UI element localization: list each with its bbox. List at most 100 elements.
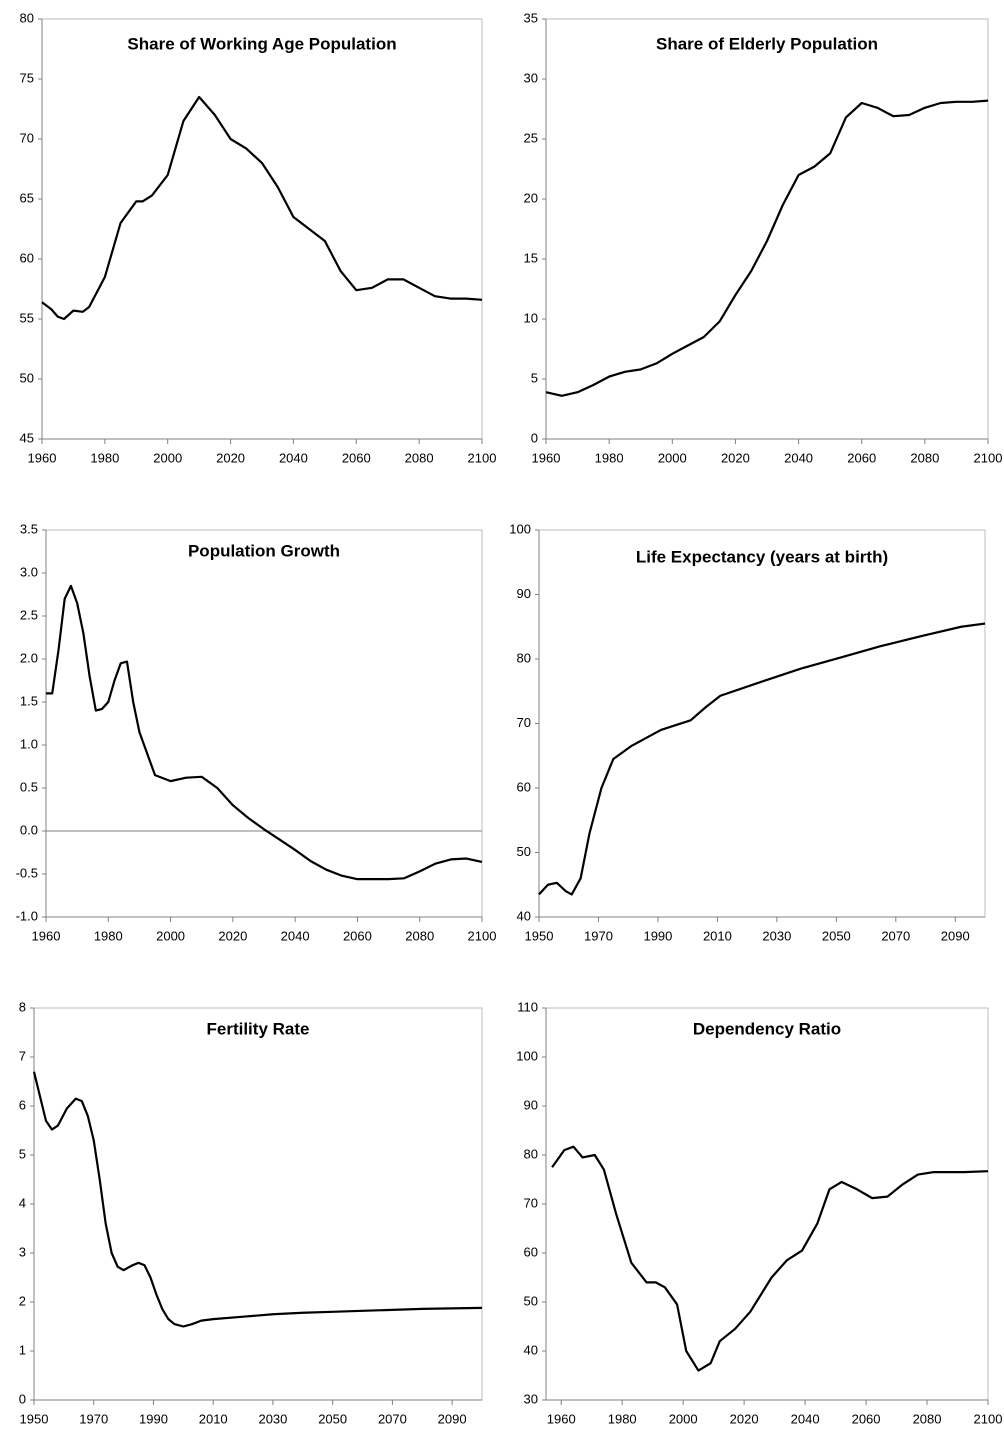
data-line [545,99,989,397]
y-tick-label: 80 [20,10,34,25]
y-tick-label: 45 [20,430,34,445]
panel: 40 50 60 70 80 90 100 1950 1970 1990 2010 2030 2050 2… [509,521,986,943]
y-tick-label: 40 [517,908,531,923]
x-tick-label: 2080 [910,450,939,465]
y-tick-label: 5 [19,1146,26,1161]
x-tick-label: 1990 [643,928,672,943]
y-tick-label: 3 [19,1244,26,1259]
x-tick-label: 2000 [669,1411,698,1426]
x-tick-label: 2100 [974,1411,1003,1426]
y-tick-label: 8 [19,999,26,1014]
y-tick-label: 30 [524,1391,538,1406]
x-tick-label: 1960 [28,450,57,465]
y-tick-label: 50 [517,844,531,859]
x-tick-label: 1960 [32,928,61,943]
y-tick-label: 3.0 [20,564,38,579]
x-tick-label: 2070 [378,1411,407,1426]
data-line [46,584,483,881]
y-tick-label: 2 [19,1293,26,1308]
x-tick-label: 2060 [852,1411,881,1426]
y-tick-label: 1.0 [20,736,38,751]
x-tick-label: 2100 [974,450,1003,465]
x-tick-label: 1990 [139,1411,168,1426]
x-tick-label: 2070 [881,928,910,943]
chart-title: Share of Working Age Population [127,34,396,53]
plot-frame [33,1007,483,1401]
x-tick-label: 2050 [318,1411,347,1426]
x-tick-label: 2040 [784,450,813,465]
y-tick-label: 2.0 [20,650,38,665]
x-tick-label: 2090 [941,928,970,943]
x-tick-label: 2030 [258,1411,287,1426]
x-tick-label: 2080 [405,928,434,943]
panel: 0 5 10 15 20 25 30 35 1960 1980 2000 2020 2040 2060 20… [524,10,1003,465]
y-tick-label: 50 [524,1293,538,1308]
y-tick-label: 75 [20,70,34,85]
y-tick-label: 0 [19,1391,26,1406]
y-tick-label: -1.0 [16,908,38,923]
x-tick-label: 2080 [913,1411,942,1426]
x-tick-label: 1950 [525,928,554,943]
x-tick-label: 1970 [79,1411,108,1426]
panel: 0 1 2 3 4 5 6 7 8 1950 1970 1990 2010 2030 2050 2070 209… [19,999,483,1426]
x-tick-label: 1960 [532,450,561,465]
chart-title: Population Growth [188,541,340,560]
x-tick-label: 2060 [342,450,371,465]
data-line [32,1071,483,1328]
x-tick-label: 2090 [438,1411,467,1426]
y-tick-label: 0 [531,430,538,445]
y-tick-label: 5 [531,370,538,385]
y-tick-label: 90 [517,586,531,601]
x-tick-label: 1980 [595,450,624,465]
x-tick-label: 1980 [90,450,119,465]
x-tick-label: 2000 [153,450,182,465]
y-tick-label: 30 [524,70,538,85]
x-tick-label: 2060 [343,928,372,943]
x-tick-label: 1960 [547,1411,576,1426]
panel: 30 40 50 60 70 80 90 100 110 1960 1980 2000 2020 2040… [516,999,1002,1426]
y-tick-label: 90 [524,1097,538,1112]
x-tick-label: 2020 [216,450,245,465]
y-tick-label: 6 [19,1097,26,1112]
x-tick-label: 2020 [730,1411,759,1426]
plot-frame [538,529,986,918]
y-tick-label: 50 [20,370,34,385]
x-tick-label: 1980 [94,928,123,943]
y-tick-label: 40 [524,1342,538,1357]
x-tick-label: 2020 [721,450,750,465]
data-line [538,622,986,896]
x-tick-label: 2040 [281,928,310,943]
y-tick-label: 10 [524,310,538,325]
y-tick-label: 65 [20,190,34,205]
panel: 45 50 55 60 65 70 75 80 1960 1980 2000 2020 2040 2060… [20,10,497,465]
y-tick-label: 25 [524,130,538,145]
x-tick-label: 2000 [156,928,185,943]
y-tick-label: 1 [19,1342,26,1357]
panel: -1.0 -0.5 0.0 0.5 1.0 1.5 2.0 2.5 3.0 3.5 1960 1980… [16,521,497,943]
plot-frame [45,529,483,918]
x-tick-label: 2050 [822,928,851,943]
x-tick-label: 2040 [279,450,308,465]
y-tick-label: 70 [517,715,531,730]
chart-title: Life Expectancy (years at birth) [636,547,888,566]
y-tick-label: 100 [509,521,531,536]
y-tick-label: -0.5 [16,865,38,880]
y-tick-label: 60 [517,779,531,794]
x-tick-label: 2100 [468,928,497,943]
y-tick-label: 2.5 [20,607,38,622]
y-tick-label: 100 [516,1048,538,1063]
y-tick-label: 70 [524,1195,538,1210]
x-tick-label: 2060 [847,450,876,465]
data-line [41,95,483,321]
chart-title: Share of Elderly Population [656,34,878,53]
y-tick-label: 15 [524,250,538,265]
y-tick-label: 60 [524,1244,538,1259]
y-tick-label: 70 [20,130,34,145]
x-tick-label: 2080 [405,450,434,465]
y-tick-label: 7 [19,1048,26,1063]
y-tick-label: 20 [524,190,538,205]
x-tick-label: 2040 [791,1411,820,1426]
x-tick-label: 2030 [762,928,791,943]
y-tick-label: 3.5 [20,521,38,536]
